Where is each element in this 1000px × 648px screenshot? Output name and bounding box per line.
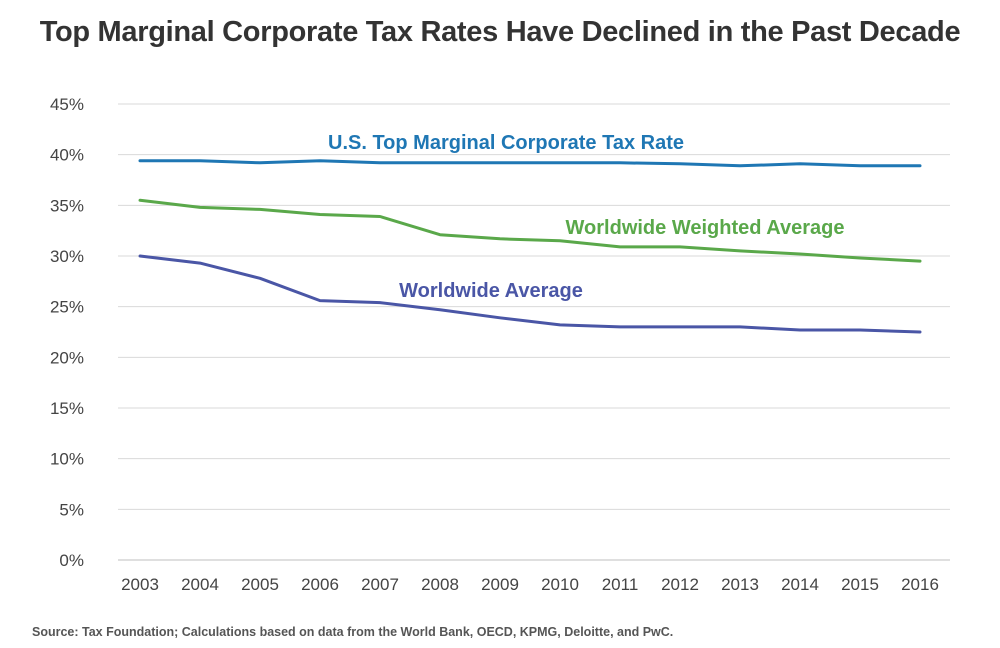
series-line: [138, 254, 922, 334]
chart-title: Top Marginal Corporate Tax Rates Have De…: [39, 16, 961, 48]
x-tick-label: 2005: [241, 575, 279, 594]
y-tick-label: 25%: [50, 298, 84, 317]
y-tick-label: 20%: [50, 348, 84, 367]
y-tick-label: 40%: [50, 146, 84, 165]
source-note: Source: Tax Foundation; Calculations bas…: [32, 625, 674, 639]
series-label: Worldwide Average: [399, 280, 583, 302]
y-tick-label: 15%: [50, 399, 84, 418]
y-tick-label: 0%: [59, 551, 84, 570]
x-tick-label: 2008: [421, 575, 459, 594]
series-label: U.S. Top Marginal Corporate Tax Rate: [328, 132, 684, 154]
y-tick-label: 45%: [50, 95, 84, 114]
x-tick-label: 2013: [721, 575, 759, 594]
gridlines: [118, 103, 950, 561]
x-tick-label: 2015: [841, 575, 879, 594]
series-lines: [138, 159, 922, 334]
y-tick-label: 35%: [50, 196, 84, 215]
x-tick-label: 2003: [121, 575, 159, 594]
x-tick-label: 2016: [901, 575, 939, 594]
x-tick-label: 2012: [661, 575, 699, 594]
y-axis-ticks: 0% 5% 10% 15% 20% 25% 30% 35% 40% 45%: [50, 95, 84, 570]
x-tick-label: 2010: [541, 575, 579, 594]
x-axis-ticks: 2003 2004 2005 2006 2007 2008 2009 2010 2011 2012…: [121, 575, 939, 594]
y-tick-label: 10%: [50, 450, 84, 469]
x-tick-label: 2007: [361, 575, 399, 594]
series-line: [138, 159, 922, 168]
series-labels: U.S. Top Marginal Corporate Tax Rate Worl…: [328, 132, 844, 302]
x-tick-label: 2004: [181, 575, 219, 594]
y-tick-label: 5%: [59, 500, 84, 519]
series-line: [138, 198, 922, 263]
x-tick-label: 2014: [781, 575, 819, 594]
x-tick-label: 2006: [301, 575, 339, 594]
series-label: Worldwide Weighted Average: [566, 217, 845, 239]
x-tick-label: 2009: [481, 575, 519, 594]
x-tick-label: 2011: [602, 575, 639, 594]
y-tick-label: 30%: [50, 247, 84, 266]
